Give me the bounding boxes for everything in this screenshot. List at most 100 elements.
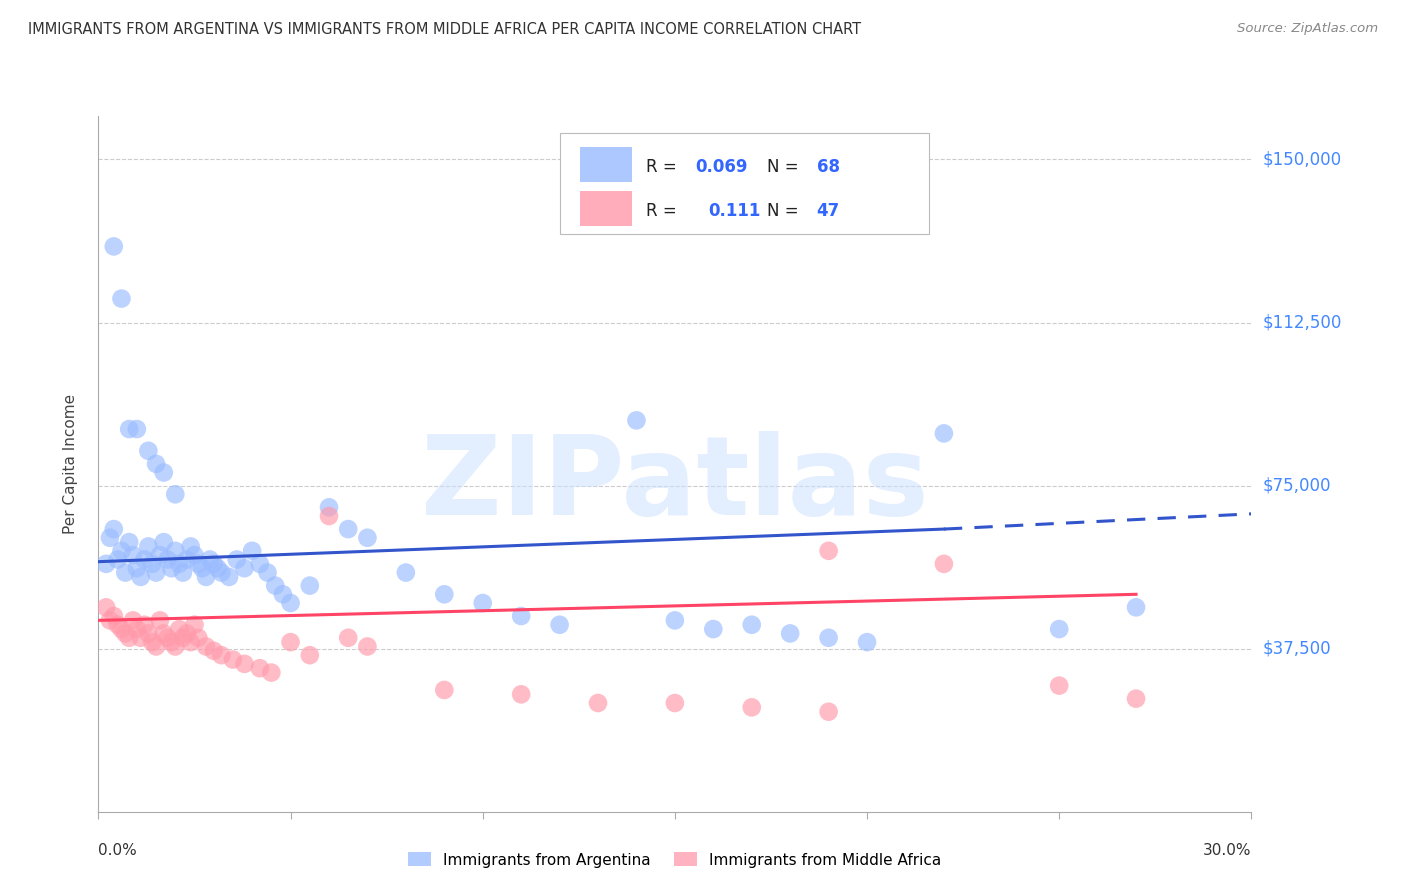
Legend: Immigrants from Argentina, Immigrants from Middle Africa: Immigrants from Argentina, Immigrants fr… [402, 847, 948, 873]
Point [180, 635, 202, 649]
Point [337, 631, 360, 645]
Point [176, 552, 198, 566]
Point [94, 557, 117, 571]
Point [249, 661, 271, 675]
Point [856, 635, 879, 649]
Point [110, 292, 132, 306]
Text: 0.111: 0.111 [709, 202, 761, 219]
Point [134, 617, 156, 632]
Point [932, 557, 955, 571]
Point [395, 566, 418, 580]
Point [1047, 679, 1070, 693]
Point [664, 696, 686, 710]
Text: N =: N = [768, 202, 804, 219]
Point [94, 600, 117, 615]
Point [817, 544, 839, 558]
Point [195, 570, 218, 584]
Point [207, 561, 229, 575]
Point [156, 631, 179, 645]
Point [318, 508, 340, 523]
Point [626, 413, 648, 427]
Point [209, 566, 232, 580]
Point [664, 614, 686, 628]
Point [141, 635, 163, 649]
Point [260, 665, 283, 680]
Point [149, 548, 172, 562]
Point [510, 687, 533, 701]
Point [356, 531, 378, 545]
Point [145, 457, 167, 471]
Point [98, 614, 121, 628]
Point [510, 609, 533, 624]
Point [103, 609, 125, 624]
Point [141, 557, 163, 571]
Point [103, 239, 125, 253]
Point [741, 700, 763, 714]
Point [318, 500, 340, 515]
Point [298, 648, 321, 662]
Point [165, 487, 187, 501]
Point [160, 561, 183, 575]
Point [702, 622, 724, 636]
Point [183, 617, 205, 632]
Point [932, 426, 955, 441]
Text: $150,000: $150,000 [1263, 151, 1341, 169]
Point [256, 566, 278, 580]
Point [233, 657, 256, 671]
Point [548, 617, 571, 632]
Y-axis label: Per Capita Income: Per Capita Income [63, 393, 77, 534]
Point [202, 644, 225, 658]
Point [356, 640, 378, 654]
Point [586, 696, 609, 710]
Point [280, 635, 302, 649]
Point [225, 552, 247, 566]
Point [122, 614, 145, 628]
Point [195, 640, 218, 654]
Point [118, 422, 141, 436]
Point [817, 705, 839, 719]
Point [222, 652, 245, 666]
Point [145, 640, 167, 654]
Text: $75,000: $75,000 [1263, 476, 1331, 494]
Point [138, 443, 160, 458]
Point [264, 579, 287, 593]
Point [176, 626, 198, 640]
Point [218, 570, 240, 584]
Point [145, 566, 167, 580]
Point [471, 596, 494, 610]
Point [172, 566, 194, 580]
Point [134, 552, 156, 566]
Text: IMMIGRANTS FROM ARGENTINA VS IMMIGRANTS FROM MIDDLE AFRICA PER CAPITA INCOME COR: IMMIGRANTS FROM ARGENTINA VS IMMIGRANTS … [28, 22, 862, 37]
FancyBboxPatch shape [581, 191, 633, 226]
Point [107, 617, 129, 632]
Point [165, 544, 187, 558]
Point [138, 626, 160, 640]
Point [433, 587, 456, 601]
Text: Source: ZipAtlas.com: Source: ZipAtlas.com [1237, 22, 1378, 36]
Point [125, 622, 148, 636]
Point [149, 614, 172, 628]
Point [118, 535, 141, 549]
Text: 0.069: 0.069 [696, 158, 748, 176]
Point [779, 626, 801, 640]
Point [138, 540, 160, 554]
Point [114, 626, 136, 640]
Point [298, 579, 321, 593]
Point [167, 622, 190, 636]
Point [1125, 600, 1147, 615]
Point [172, 631, 194, 645]
Point [233, 561, 256, 575]
Point [240, 544, 263, 558]
Text: N =: N = [768, 158, 804, 176]
Point [129, 570, 152, 584]
Point [152, 535, 174, 549]
Point [103, 522, 125, 536]
Text: ZIPatlas: ZIPatlas [420, 431, 929, 538]
Point [107, 552, 129, 566]
Point [165, 640, 187, 654]
Point [1047, 622, 1070, 636]
Point [114, 566, 136, 580]
Point [433, 683, 456, 698]
Point [122, 548, 145, 562]
Point [249, 557, 271, 571]
